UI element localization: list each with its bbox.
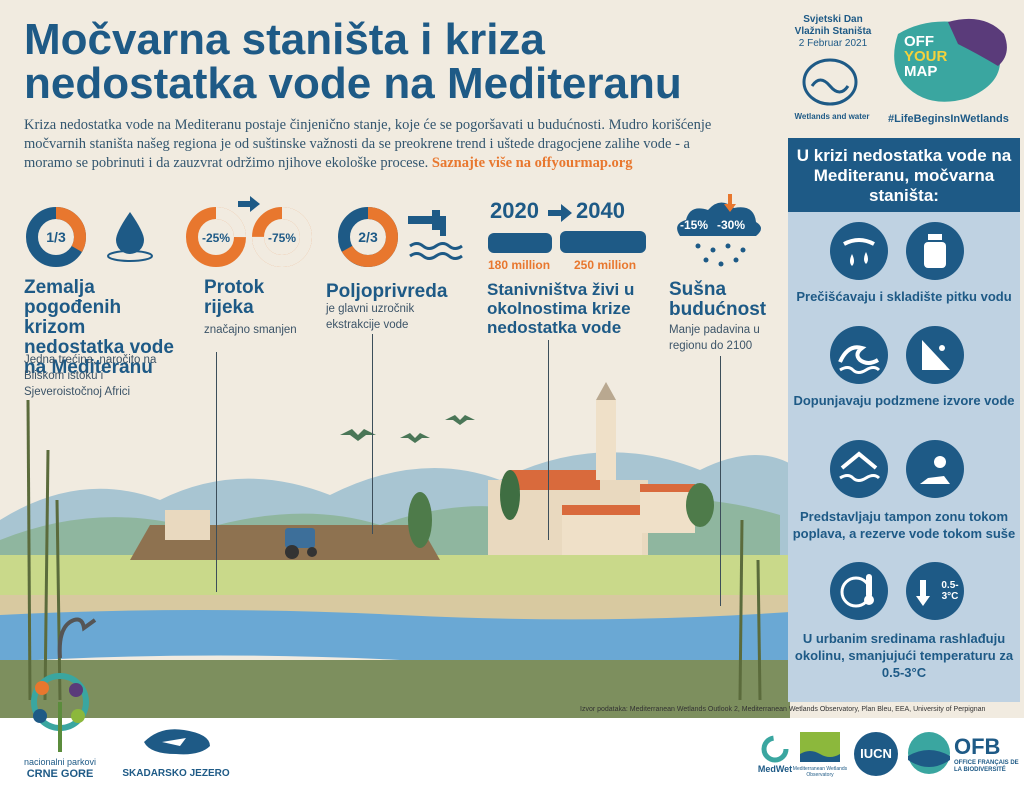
- observatory-text: Mediterranean Wetlands Observatory: [792, 766, 848, 778]
- skadar-lake-text: SKADARSKO JEZERO: [122, 768, 230, 779]
- flood-house-icon: [830, 440, 888, 498]
- page-title: Močvarna staništa i kriza nedostatka vod…: [24, 15, 682, 108]
- logo-line2: YOUR: [904, 48, 948, 65]
- pop-to: 250 million: [574, 258, 637, 272]
- rain-cloud-icon: [677, 194, 761, 267]
- medwet-text: MedWet: [757, 764, 793, 774]
- leader-line: [720, 356, 721, 606]
- ofb-logo: [908, 732, 950, 774]
- medwet-logo: [761, 735, 789, 763]
- flow-donut-a: -25%: [186, 207, 246, 267]
- national-parks-line1: nacionalni parkovi: [23, 757, 97, 767]
- panel-item-text: Predstavljaju tampon zonu tokom poplava,…: [792, 509, 1016, 541]
- flow-value-b: -75%: [268, 231, 296, 245]
- flow-donut-b: -75%: [252, 207, 312, 267]
- off-your-map-logo: [894, 18, 1007, 102]
- wetlands-day-date: 2 Februar 2021: [798, 38, 868, 49]
- national-parks-logo: [31, 673, 89, 752]
- wetlands-day-line2: Vlažnih Staništa: [794, 26, 872, 37]
- intro-paragraph: Kriza nedostatka vode na Mediteranu post…: [24, 116, 714, 173]
- ofb-sub: OFFICE FRANÇAIS DE LA BIODIVERSITÉ: [954, 760, 1019, 773]
- arrow-right-icon: [238, 196, 260, 212]
- drought-sub: Manje padavina u regionu do 2100: [669, 324, 760, 352]
- groundwater-icon: [906, 326, 964, 384]
- leader-line: [216, 352, 217, 592]
- agriculture-heading: Poljoprivreda: [326, 281, 448, 302]
- countries-value: 1/3: [46, 229, 66, 245]
- panel-item-text: Dopunjavaju podzmene izvore vode: [793, 393, 1015, 408]
- wetlands-day-line1: Svjetski Dan: [803, 14, 863, 25]
- benefits-panel: U krizi nedostatka vode na Mediteranu, m…: [788, 138, 1020, 702]
- national-parks-line2: CRNE GORE: [26, 768, 94, 780]
- water-bottle-icon: [906, 222, 964, 280]
- off-your-map-text: OFF YOUR MAP: [904, 34, 947, 79]
- drought-heading: Sušna budućnost: [669, 279, 767, 320]
- globe-thermometer-icon: [830, 562, 888, 620]
- arrow-right-icon: [548, 204, 572, 222]
- iucn-logo: [854, 732, 898, 776]
- habitats-heading: Stanivništva živi u okolnostima krize ne…: [487, 280, 635, 337]
- logo-line3: MAP: [904, 63, 938, 80]
- intro-link[interactable]: Saznajte više na offyourmap.org: [431, 155, 633, 171]
- wetlands-day-logo-text: Wetlands and water: [794, 112, 870, 121]
- population-icon: [488, 231, 646, 253]
- intro-text: Kriza nedostatka vode na Mediteranu post…: [24, 117, 712, 171]
- year-to: 2040: [576, 198, 625, 223]
- panel-heading: U krizi nedostatka vode na Mediteranu, m…: [788, 138, 1020, 212]
- leader-line: [372, 334, 373, 534]
- drought-value-b: -30%: [717, 218, 746, 232]
- water-drop-icon: [107, 212, 153, 262]
- countries-donut: 1/3: [26, 207, 86, 267]
- panel-item-text: U urbanim sredinama rashlađuju okolinu, …: [794, 631, 1014, 680]
- temperature-down-icon: [906, 562, 964, 620]
- wetlands-day: Svjetski Dan Vlažnih Staništa 2 Februar …: [787, 14, 879, 50]
- drought-sun-icon: [906, 440, 964, 498]
- countries-sub: Jedna trećina, naročito na Bliskom istok…: [24, 354, 157, 398]
- water-purify-icon: [830, 222, 888, 280]
- logo-line1: OFF: [904, 33, 934, 50]
- panel-item-text: Prečišćavaju i skladište pitku vodu: [796, 289, 1012, 304]
- flow-heading: Protok rijeka: [204, 277, 265, 318]
- drought-value-a: -15%: [680, 218, 709, 232]
- ofb-text: OFB: [954, 734, 1001, 759]
- leader-line: [548, 340, 549, 540]
- year-from: 2020: [490, 198, 539, 223]
- agriculture-value: 2/3: [358, 229, 378, 245]
- pop-from: 180 million: [488, 258, 551, 272]
- observatory-logo: [800, 732, 840, 762]
- flow-value-a: -25%: [202, 231, 230, 245]
- wave-icon: [830, 326, 888, 384]
- iucn-text: IUCN: [860, 746, 892, 761]
- countries-heading: Zemalja pogođenih krizom nedostatka vode…: [24, 277, 174, 378]
- agriculture-sub: je glavni uzročnik ekstrakcije vode: [326, 303, 415, 331]
- temperature-badge: 0.5-3°C: [941, 580, 959, 602]
- hashtag: #LifeBeginsInWetlands: [888, 113, 1009, 125]
- irrigation-icon: [408, 210, 463, 260]
- wetlands-day-logo: [802, 58, 858, 106]
- data-source: Izvor podataka: Mediterranean Wetlands O…: [580, 706, 986, 713]
- flow-sub: značajno smanjen: [204, 324, 297, 336]
- agriculture-donut: 2/3: [338, 207, 398, 267]
- skadar-lake-logo: [144, 729, 210, 755]
